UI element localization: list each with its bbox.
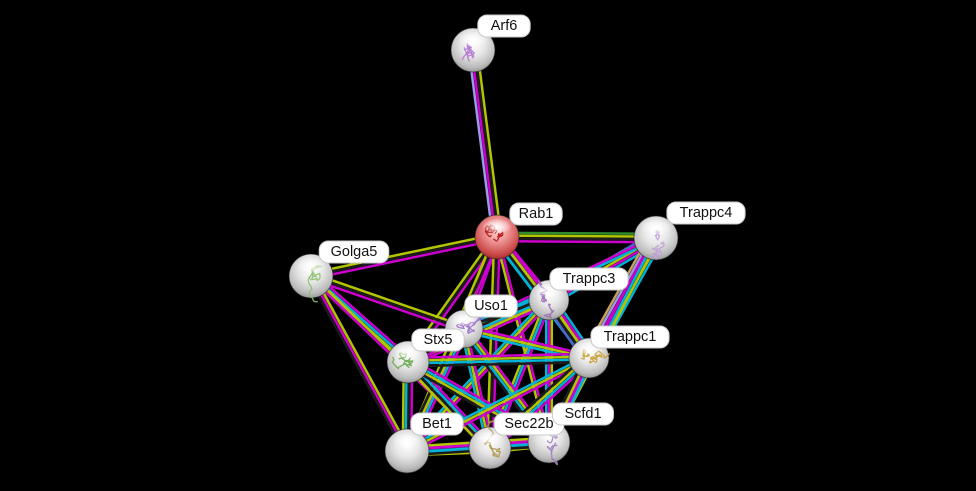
label-arf6[interactable]: Arf6 [477,14,531,38]
label-box [549,267,629,291]
ball-highlight [482,218,512,235]
protein-structure-scribble [550,444,559,466]
edge-line-coexpression [310,235,498,278]
labels-layer: Arf6 Rab1 Trappc4 Golga5 Trappc3 Uso1 Trappc1 S… [318,14,746,436]
ball-highlight [392,432,422,449]
protein-structure-scribble [651,244,660,260]
protein-structure-scribble [309,272,321,282]
node-arf6[interactable] [450,27,496,73]
edge-line-experiments [309,277,464,333]
nodes-layer [288,27,679,474]
protein-structure-scribble [590,354,603,361]
label-text: Sec22b [504,416,553,432]
edge-line-experiments [470,50,497,238]
protein-structure-scribble [546,442,558,453]
edge-rab1-golga5[interactable] [310,233,498,280]
label-bet1[interactable]: Bet1 [410,412,464,436]
ball-highlight [476,430,504,446]
protein-structure-scribble [543,303,555,319]
ball-highlight [641,219,671,236]
label-text: Trappc3 [563,271,616,287]
edge-line-experiments [464,325,590,357]
edge-line-experiments [309,275,409,452]
label-box [666,201,746,225]
label-trappc3[interactable]: Trappc3 [549,267,629,291]
edge-line-textmining [311,272,466,328]
ball-highlight [458,31,488,48]
label-box [410,412,464,436]
edge-line-neighborhood [497,231,657,236]
label-box [318,240,390,264]
edge-arf6-rab1[interactable] [467,49,503,238]
label-box [464,294,518,318]
protein-structure-scribble [404,357,414,369]
label-box [590,325,670,349]
edge-line-textmining [310,233,497,275]
label-rab1[interactable]: Rab1 [509,202,563,226]
node-bet1[interactable] [384,428,430,474]
label-scfd1[interactable]: Scfd1 [552,402,614,426]
label-text: Rab1 [519,206,554,222]
edge-line-coexpression [473,49,500,237]
edge-line-database [408,358,590,365]
label-stx5[interactable]: Stx5 [411,328,465,352]
label-golga5[interactable]: Golga5 [318,240,390,264]
edge-line-coexpression [307,276,406,453]
label-text: Trappc4 [680,205,733,221]
edge-line-textmining [407,355,589,362]
node-sec22b[interactable] [468,420,512,470]
node-trappc4[interactable] [633,215,679,261]
protein-structure-scribble [652,241,665,257]
label-text: Golga5 [331,244,378,260]
edge-golga5-uso1[interactable] [309,272,466,333]
edge-line-textmining [475,49,503,237]
edge-line-homology [467,50,495,238]
edge-stx5-trappc1[interactable] [407,352,590,368]
edge-rab1-trappc4[interactable] [496,231,657,244]
edge-golga5-bet1[interactable] [307,274,411,453]
edge-line-coexpression [310,274,465,331]
edge-line-coexpression [408,360,590,368]
label-uso1[interactable]: Uso1 [464,294,518,318]
label-trappc4[interactable]: Trappc4 [666,201,746,225]
protein-structure-scribble [488,444,502,458]
protein-structure-scribble [466,325,475,334]
ball-highlight [296,257,326,274]
edge-line-experiments [496,239,656,244]
edge-line-experiments [311,238,498,280]
label-text: Uso1 [474,298,508,314]
protein-structure-scribble [307,276,319,303]
label-trappc1[interactable]: Trappc1 [590,325,670,349]
label-text: Trappc1 [604,329,657,345]
node-rab1[interactable] [474,214,520,260]
node-golga5[interactable] [288,253,334,303]
edge-line-experiments [407,352,589,360]
edge-line-textmining [497,234,657,238]
label-text: Bet1 [422,416,452,432]
edge-line-textmining [312,274,411,451]
label-box [411,328,465,352]
edge-line-coexpression [496,237,656,241]
label-text: Stx5 [423,332,452,348]
edge-line-experiments [407,359,591,455]
label-box [509,202,563,226]
label-text: Arf6 [491,18,518,34]
protein-structure-scribble [541,293,548,303]
label-box [552,402,614,426]
label-box [477,14,531,38]
label-text: Scfd1 [564,406,601,422]
